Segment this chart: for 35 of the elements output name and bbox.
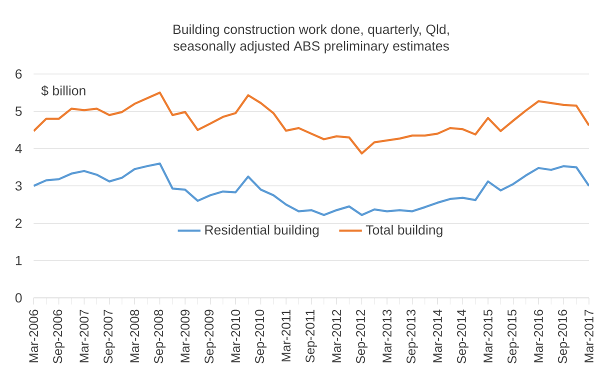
x-tick-label: Mar-2008 bbox=[130, 310, 140, 362]
x-tick-label: Sep-2008 bbox=[154, 310, 166, 364]
x-tick-label: Mar-2010 bbox=[231, 310, 240, 362]
x-tick-label: Sep-2015 bbox=[508, 310, 519, 364]
x-tick-label: Mar-2011 bbox=[282, 310, 291, 362]
y-tick-label: 6 bbox=[16, 70, 22, 79]
x-tick-label: Sep-2010 bbox=[255, 310, 267, 364]
x-tick-label: Mar-2012 bbox=[332, 310, 342, 362]
x-tick-label: Mar-2015 bbox=[484, 310, 492, 362]
y-tick-label: 5 bbox=[15, 106, 22, 116]
x-tick-label: Sep-2009 bbox=[204, 310, 216, 364]
x-tick-label: Mar-2013 bbox=[382, 310, 392, 362]
x-tick-label: Sep-2014 bbox=[457, 310, 468, 364]
legend-label: Total building bbox=[366, 225, 442, 238]
y-tick-label: 4 bbox=[15, 144, 22, 154]
chart-title: Building construction work done, quarterly, Qld, seasonally adjusted ABS preliminary estimates bbox=[174, 24, 449, 54]
x-tick-label: Sep-2013 bbox=[406, 310, 418, 364]
annotation: $ billion bbox=[41, 86, 86, 96]
x-tick-label: Mar-2016 bbox=[534, 310, 543, 362]
legend-label: Residential building bbox=[205, 225, 319, 238]
y-tick-label: 1 bbox=[16, 256, 22, 266]
x-tick-label: Mar-2007 bbox=[80, 310, 89, 362]
x-tick-label: Sep-2016 bbox=[558, 310, 570, 364]
x-tick-label: Mar-2014 bbox=[433, 310, 442, 362]
line-series bbox=[34, 162, 589, 216]
x-tick-label: Mar-2009 bbox=[180, 310, 190, 362]
x-tick-label: Sep-2011 bbox=[306, 310, 318, 363]
x-tick-label: Mar-2017 bbox=[584, 310, 594, 362]
y-tick-label: 3 bbox=[15, 181, 22, 191]
y-tick-label: 0 bbox=[15, 293, 22, 303]
x-tick-label: Mar-2006 bbox=[29, 310, 38, 362]
x-tick-label: Sep-2007 bbox=[104, 310, 116, 364]
x-tick-label: Sep-2006 bbox=[53, 310, 65, 364]
x-tick-label: Sep-2012 bbox=[356, 310, 368, 364]
y-tick-label: 2 bbox=[16, 218, 22, 228]
